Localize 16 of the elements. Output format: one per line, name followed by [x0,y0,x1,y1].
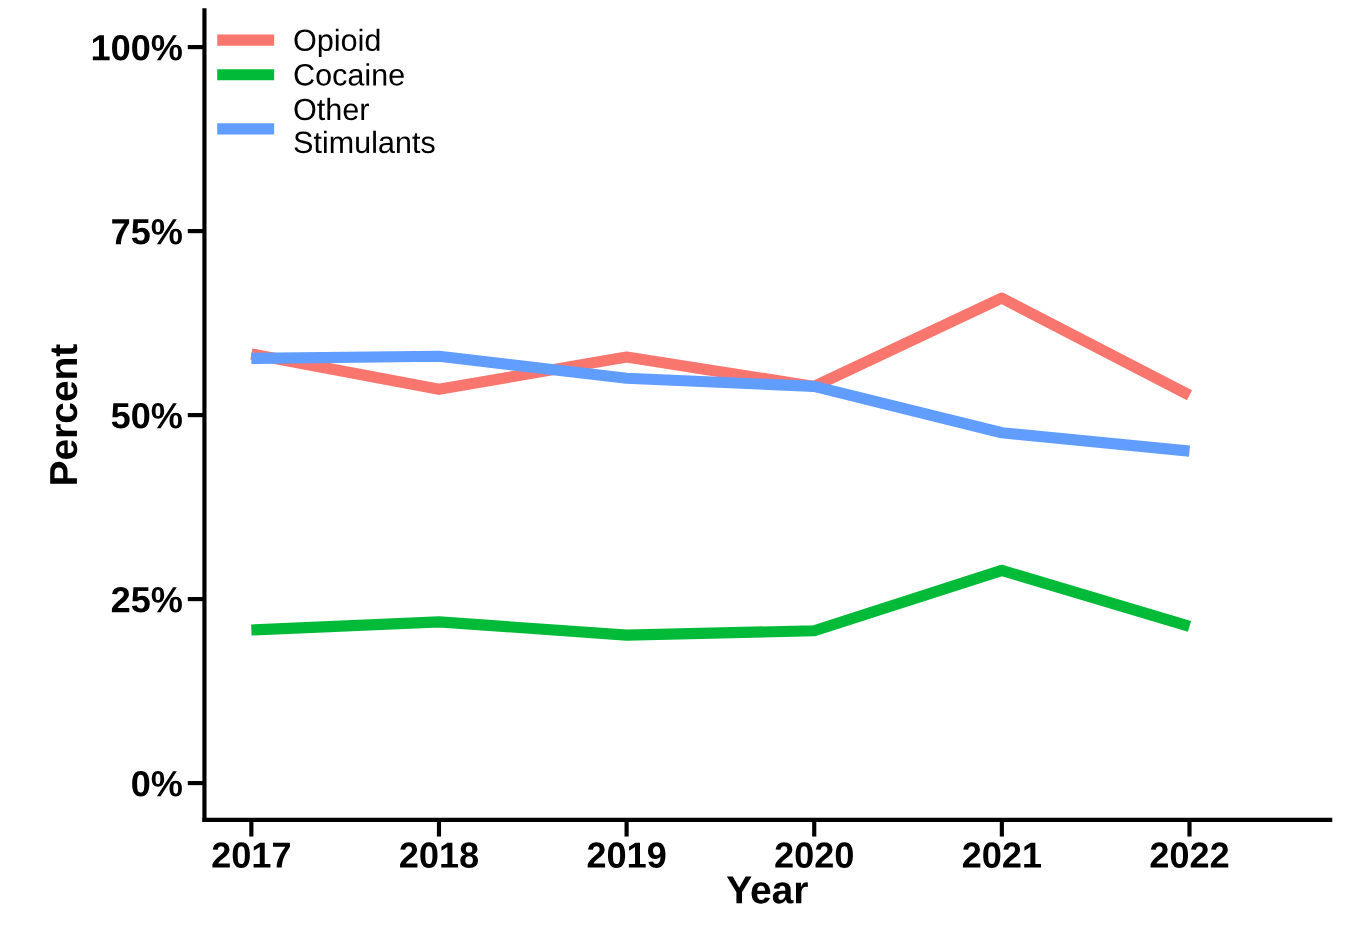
legend-label: Other Stimulants [294,97,435,154]
y-axis-title: Percent [50,344,78,484]
y-tick-label: 100% [92,34,182,61]
y-tick-label: 50% [111,402,182,429]
y-tick-label: 75% [112,219,182,245]
legend-label: Cocaine [294,63,404,86]
x-tick-label: 2021 [962,842,1042,868]
x-tick-label: 2018 [400,842,479,868]
y-tick-label: 0% [132,770,182,797]
legend-label: Opioid [294,28,380,58]
y-tick-label: 25% [111,586,182,613]
x-tick-label: 2022 [1150,842,1229,868]
x-tick-label: 2019 [587,842,666,868]
x-tick-label: 2020 [775,842,853,868]
x-tick-label: 2017 [212,842,290,868]
x-axis-title: Year [726,876,808,904]
